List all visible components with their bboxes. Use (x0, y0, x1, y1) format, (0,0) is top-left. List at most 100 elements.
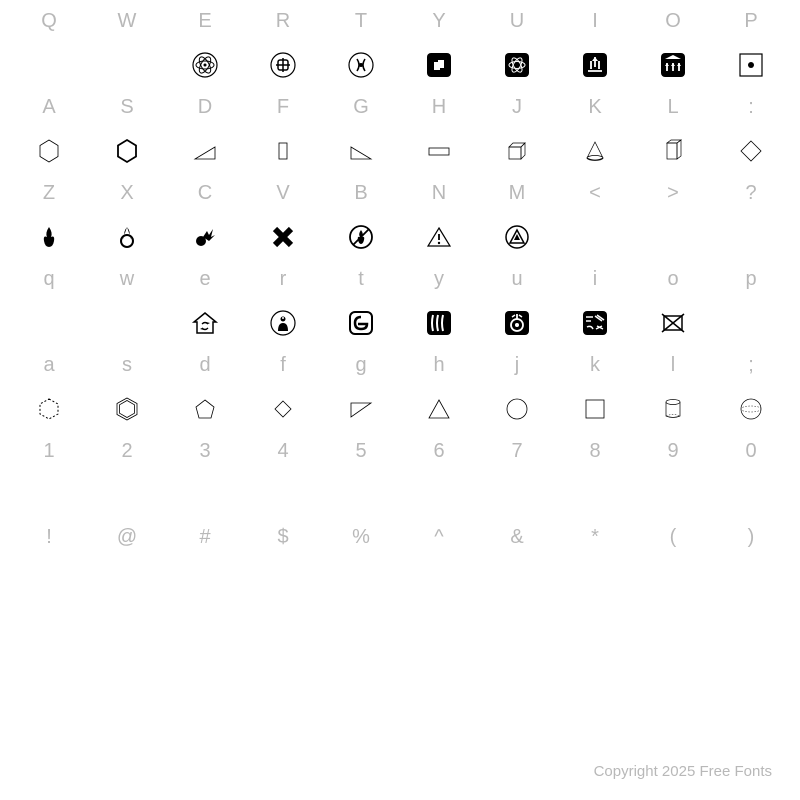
label-row-7: ! @ # $ % ^ & * ( ) (0, 516, 800, 559)
rect-tall-icon (244, 129, 322, 172)
label: E (166, 0, 244, 43)
hex-dashed-icon (10, 387, 88, 430)
label: g (322, 344, 400, 387)
label: ) (712, 516, 790, 559)
glyph-row-7 (0, 559, 800, 602)
label: d (166, 344, 244, 387)
explosion-icon (166, 215, 244, 258)
tech-circle-icon (322, 43, 400, 86)
label: 3 (166, 430, 244, 473)
box-x-icon (634, 301, 712, 344)
glyph-row-5 (0, 387, 800, 430)
label: N (400, 172, 478, 215)
e-badge-icon (322, 301, 400, 344)
knot-circle-icon (244, 43, 322, 86)
label: T (322, 0, 400, 43)
cylinder-icon (634, 387, 712, 430)
diamond-icon (712, 129, 790, 172)
label: ; (712, 344, 790, 387)
label: < (556, 172, 634, 215)
label: X (88, 172, 166, 215)
label: 0 (712, 430, 790, 473)
arrow-badge-icon (556, 43, 634, 86)
prism-icon (634, 129, 712, 172)
flame-circle-icon (88, 215, 166, 258)
label: O (634, 0, 712, 43)
label: ^ (400, 516, 478, 559)
square-icon (556, 387, 634, 430)
glyph-row-1 (0, 43, 800, 86)
label: B (322, 172, 400, 215)
label-row-3: Z X C V B N M < > ? (0, 172, 800, 215)
label: J (478, 86, 556, 129)
triangle-right-icon (166, 129, 244, 172)
flame-icon (10, 215, 88, 258)
label: 6 (400, 430, 478, 473)
label: A (10, 86, 88, 129)
house-recycle-icon (166, 301, 244, 344)
label: K (556, 86, 634, 129)
label: Q (10, 0, 88, 43)
dial-badge-icon (478, 301, 556, 344)
label-row-4: q w e r t y u i o p (0, 258, 800, 301)
label: M (478, 172, 556, 215)
label: q (10, 258, 88, 301)
label: y (400, 258, 478, 301)
label: k (556, 344, 634, 387)
label: e (166, 258, 244, 301)
label: S (88, 86, 166, 129)
triangle-a-icon (478, 215, 556, 258)
circle-square-icon (712, 43, 790, 86)
label: $ (244, 516, 322, 559)
label: r (244, 258, 322, 301)
x-thick-icon (244, 215, 322, 258)
label-row-6: 1 2 3 4 5 6 7 8 9 0 (0, 430, 800, 473)
label: % (322, 516, 400, 559)
label: p (712, 258, 790, 301)
label: W (88, 0, 166, 43)
label: f (244, 344, 322, 387)
label: ? (712, 172, 790, 215)
label-row-5: a s d f g h j k l ; (0, 344, 800, 387)
label: D (166, 86, 244, 129)
label: H (400, 86, 478, 129)
label: 8 (556, 430, 634, 473)
label-row-1: Q W E R T Y U I O P (0, 0, 800, 43)
label: R (244, 0, 322, 43)
glyph-row-2 (0, 129, 800, 172)
label: t (322, 258, 400, 301)
pentagon-icon (166, 387, 244, 430)
label: C (166, 172, 244, 215)
label: > (634, 172, 712, 215)
label: @ (88, 516, 166, 559)
label: h (400, 344, 478, 387)
label: 4 (244, 430, 322, 473)
label: : (712, 86, 790, 129)
hexagon-icon (10, 129, 88, 172)
label: # (166, 516, 244, 559)
label: 1 (10, 430, 88, 473)
label: L (634, 86, 712, 129)
label: 9 (634, 430, 712, 473)
label: I (556, 0, 634, 43)
label: i (556, 258, 634, 301)
texture-badge-icon (556, 301, 634, 344)
hexagon-bold-icon (88, 129, 166, 172)
label-row-2: A S D F G H J K L : (0, 86, 800, 129)
figure-circle-icon (244, 301, 322, 344)
circle-icon (478, 387, 556, 430)
cone-icon (556, 129, 634, 172)
label: V (244, 172, 322, 215)
triangle-up-icon (400, 387, 478, 430)
s-badge-icon (400, 43, 478, 86)
atom-circle-icon (166, 43, 244, 86)
glyph-row-6 (0, 473, 800, 516)
label: * (556, 516, 634, 559)
arrows-badge-icon (634, 43, 712, 86)
label: 7 (478, 430, 556, 473)
label: a (10, 344, 88, 387)
label: s (88, 344, 166, 387)
triangle-flag-icon (322, 387, 400, 430)
diamond-thin-icon (244, 387, 322, 430)
atom-badge-icon (478, 43, 556, 86)
